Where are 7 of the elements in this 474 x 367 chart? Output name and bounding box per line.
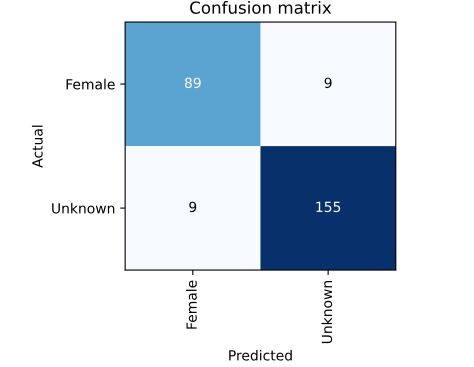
y-axis-title: Actual [32, 126, 43, 168]
data-label: 9 [324, 78, 332, 88]
chart-title: Confusion matrix [190, 1, 332, 14]
data-label: 155 [316, 202, 340, 212]
x-axis-title: Predicted [229, 350, 292, 361]
data-label: 89 [184, 78, 201, 88]
data-label: 9 [189, 202, 196, 212]
